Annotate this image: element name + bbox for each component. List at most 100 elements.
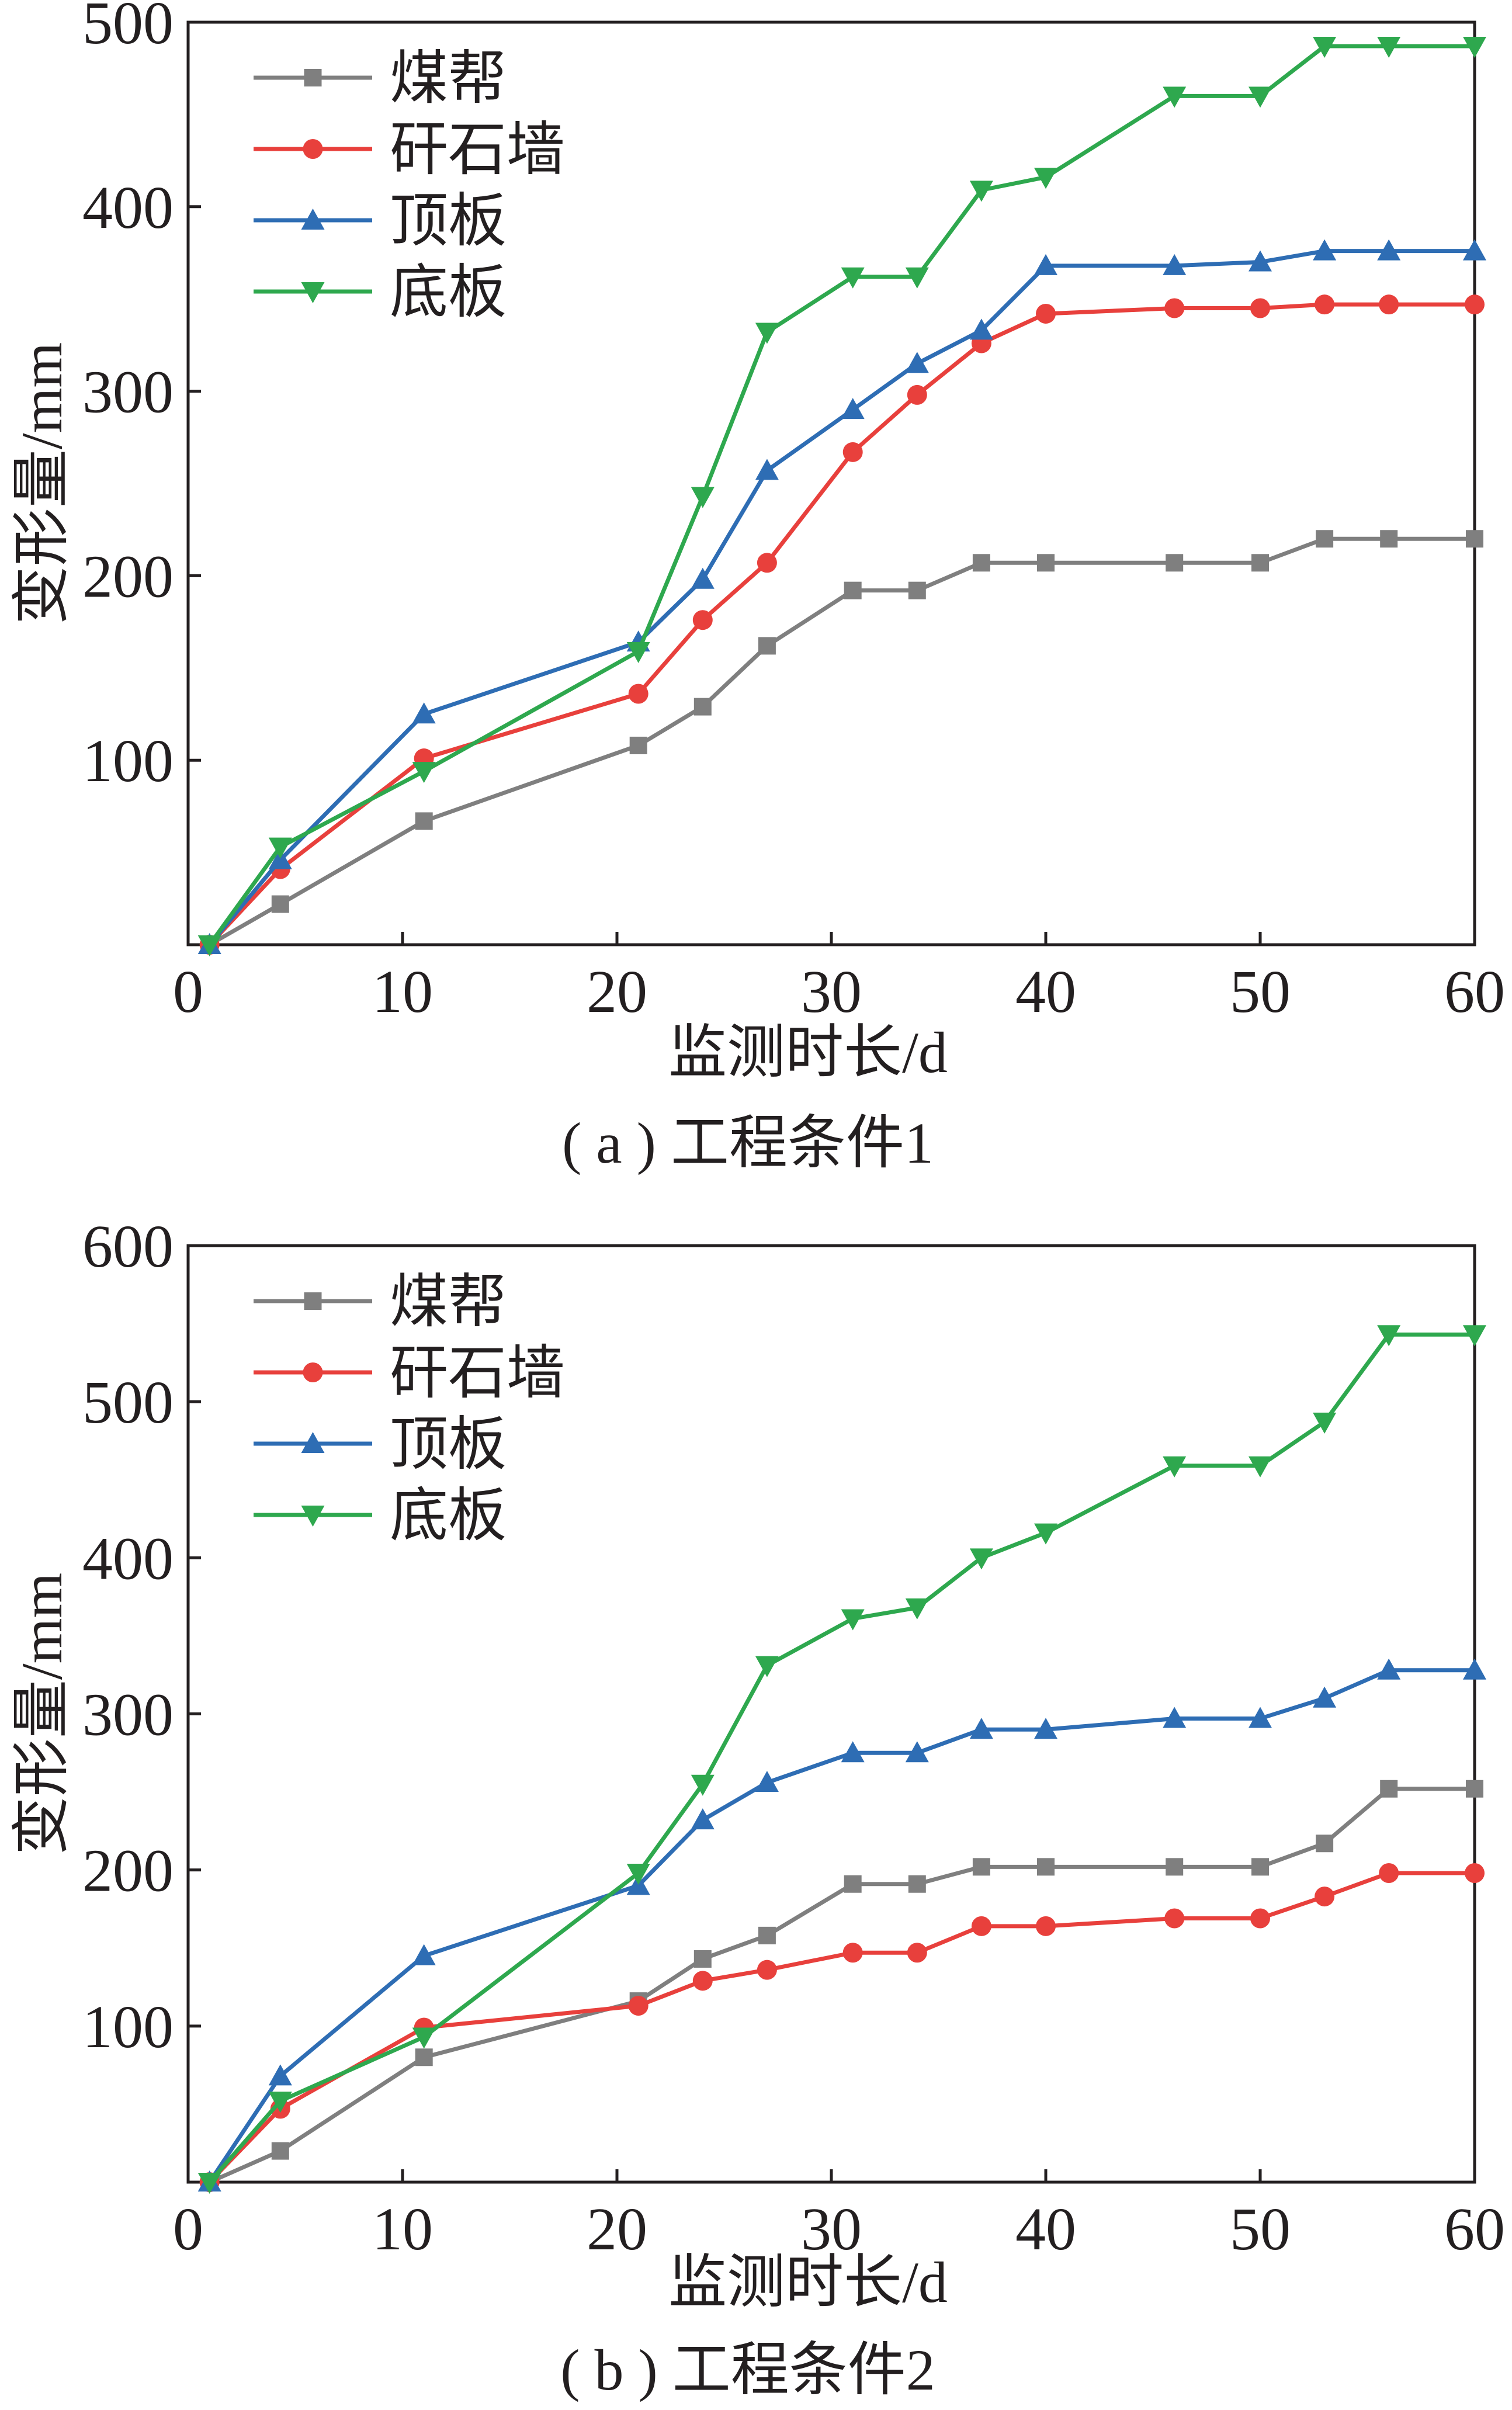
data-point	[197, 935, 221, 956]
data-point	[1313, 239, 1337, 261]
data-point	[412, 702, 436, 724]
legend-label: 矸石墙	[390, 117, 565, 182]
data-point	[844, 581, 862, 599]
data-point	[691, 567, 715, 589]
legend-marker	[301, 1432, 325, 1453]
x-tick-label: 0	[173, 2196, 203, 2263]
x-tick-label: 20	[587, 2196, 647, 2263]
legend-label: 底板	[390, 260, 507, 325]
data-point	[757, 1960, 777, 1980]
legend-label: 煤帮	[390, 46, 507, 111]
data-point	[758, 1926, 776, 1944]
x-tick-label: 10	[372, 958, 433, 1025]
data-point	[905, 352, 929, 373]
data-point	[1313, 37, 1337, 58]
data-point	[1250, 1908, 1270, 1929]
data-point	[1315, 294, 1335, 315]
x-axis-title: 监测时长/d	[668, 1020, 948, 1085]
legend-label: 矸石墙	[390, 1341, 565, 1406]
data-point	[1380, 530, 1398, 548]
data-point	[908, 581, 926, 599]
chart-panel-2: 0 10 20 30 40 50 60 100 200 300 400 500 600 监测时长/d 变形量…	[9, 1213, 1505, 2402]
data-point	[841, 398, 865, 419]
data-point	[1316, 530, 1334, 548]
data-point	[757, 553, 777, 573]
data-point	[1466, 530, 1483, 548]
y-tick-label: 500	[82, 0, 174, 57]
legend-label: 煤帮	[390, 1270, 507, 1334]
data-point	[629, 736, 647, 754]
data-point	[1037, 1858, 1055, 1876]
legend-label: 顶板	[390, 189, 507, 254]
data-point	[969, 318, 993, 340]
legend-marker	[303, 139, 323, 159]
data-point	[844, 1875, 862, 1893]
data-point	[415, 812, 433, 830]
data-point	[1166, 554, 1184, 572]
x-tick-label: 0	[173, 958, 203, 1025]
data-point	[758, 637, 776, 655]
data-point	[969, 1718, 993, 1739]
data-point	[691, 1774, 715, 1796]
data-point	[842, 1943, 863, 1963]
x-tick-label: 50	[1230, 2196, 1291, 2263]
data-point	[1163, 254, 1187, 275]
series-2	[199, 1863, 1485, 2192]
data-point	[841, 1741, 865, 1763]
y-tick-label: 400	[82, 1525, 174, 1592]
y-tick-label: 600	[82, 1213, 174, 1280]
data-point	[907, 1943, 927, 1963]
data-point	[1377, 37, 1401, 58]
data-point	[1166, 1858, 1184, 1876]
x-tick-label: 40	[1015, 2196, 1076, 2263]
data-point	[1379, 1863, 1399, 1884]
data-point	[1379, 294, 1399, 315]
data-point	[626, 641, 650, 663]
data-point	[1034, 168, 1057, 189]
y-tick-label: 500	[82, 1369, 174, 1436]
legend-marker	[304, 1292, 322, 1310]
data-point	[628, 684, 649, 704]
data-point	[1377, 1325, 1401, 1347]
figure-caption: ( a ) 工程条件1	[562, 1111, 934, 1175]
y-axis-title: 变形量/mm	[9, 1573, 74, 1855]
data-point	[1463, 239, 1486, 261]
data-point	[691, 1808, 715, 1830]
data-point	[1034, 254, 1057, 275]
x-tick-label: 50	[1230, 958, 1291, 1025]
series-1	[200, 530, 1483, 953]
series-1	[200, 1780, 1483, 2191]
data-point	[905, 1741, 929, 1763]
x-tick-label: 30	[801, 958, 862, 1025]
data-point	[412, 1944, 436, 1965]
data-point	[969, 1548, 993, 1570]
data-point	[1249, 86, 1272, 108]
data-point	[268, 848, 292, 869]
data-point	[1034, 1523, 1057, 1545]
x-tick-label: 40	[1015, 958, 1076, 1025]
data-point	[271, 2142, 289, 2160]
data-point	[1380, 1780, 1398, 1798]
data-point	[841, 267, 865, 289]
series-3	[197, 1658, 1486, 2191]
x-tick-label: 20	[587, 958, 647, 1025]
y-tick-label: 300	[82, 1681, 174, 1749]
legend-marker	[301, 1506, 325, 1527]
data-point	[972, 1858, 990, 1876]
figure-caption: ( b ) 工程条件2	[560, 2338, 935, 2402]
series-3	[197, 239, 1486, 954]
legend-label: 底板	[390, 1483, 507, 1548]
y-tick-label: 200	[82, 1837, 174, 1905]
data-point	[1316, 1835, 1334, 1853]
x-tick-label: 10	[372, 2196, 433, 2263]
legend-marker	[301, 209, 325, 230]
series-line	[207, 1668, 1475, 2183]
data-point	[691, 487, 715, 508]
x-tick-label: 60	[1444, 958, 1505, 1025]
data-point	[1313, 1412, 1337, 1434]
data-point	[1037, 554, 1055, 572]
data-point	[1463, 1325, 1486, 1347]
